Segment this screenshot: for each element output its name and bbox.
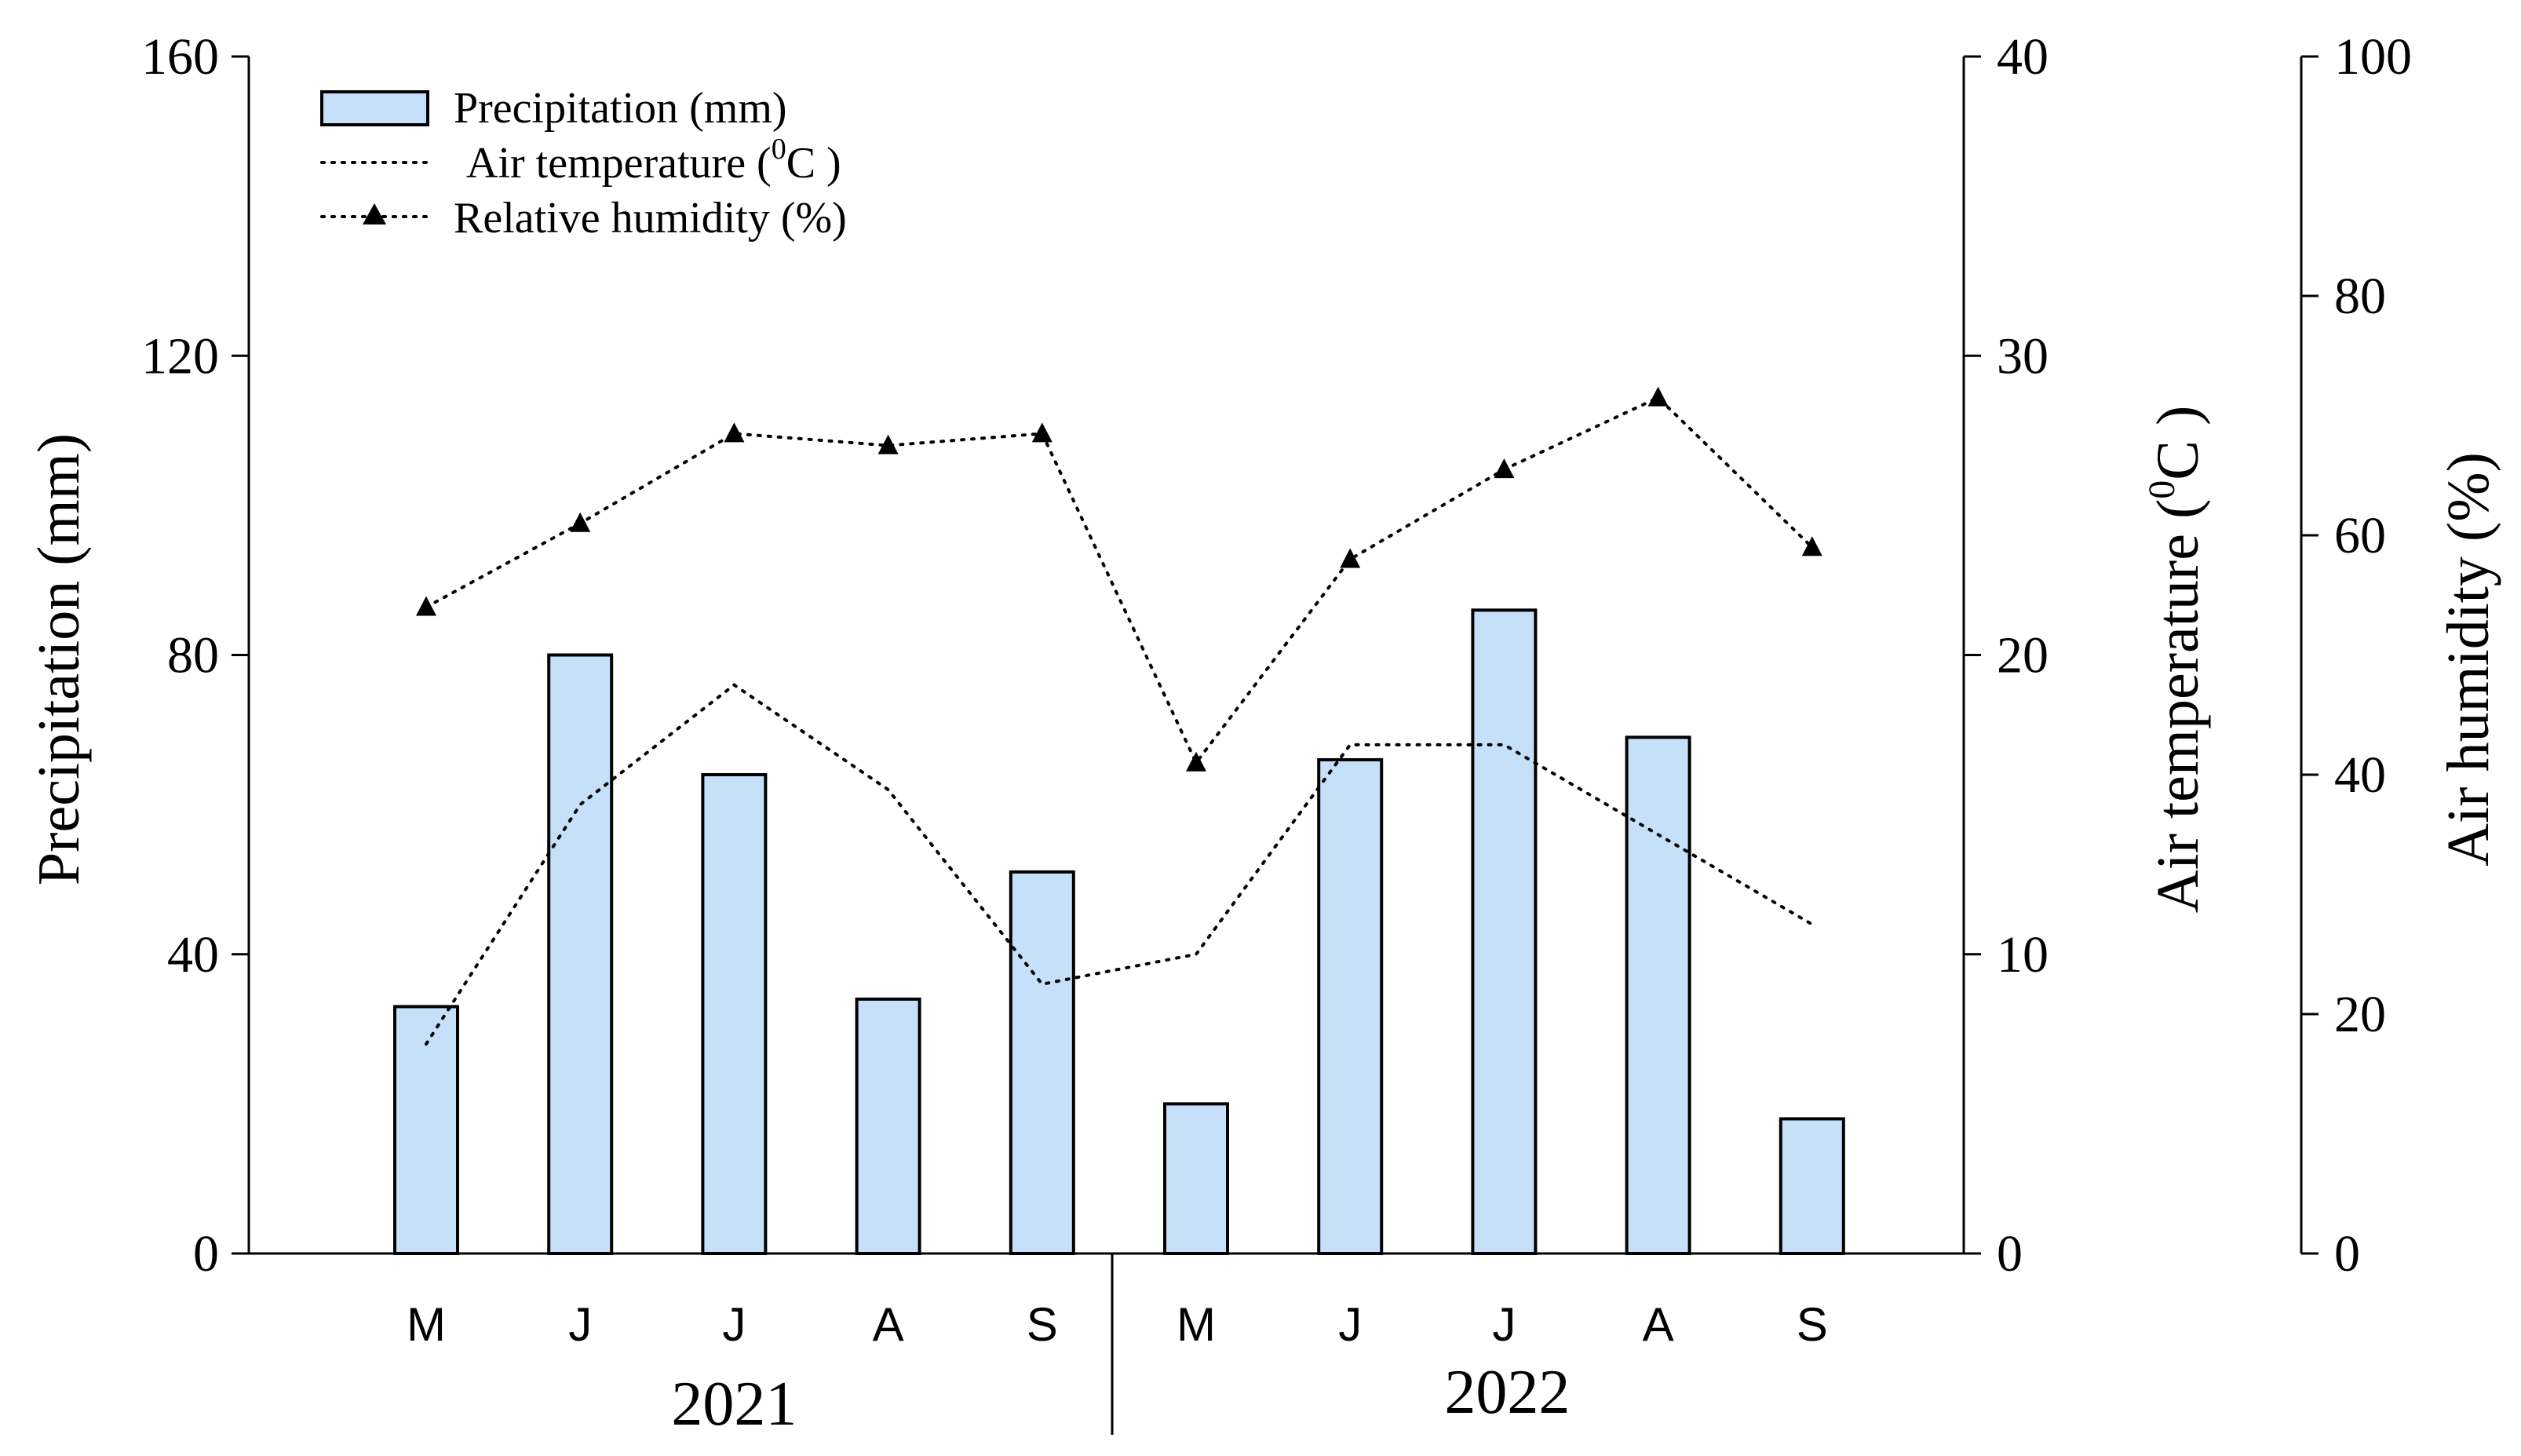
temperature-axis-title-prefix: Air temperature (	[2145, 499, 2211, 914]
temperature-tick-label: 0	[1997, 1225, 2023, 1283]
precipitation-bar	[547, 653, 614, 1255]
left-tick-label: 80	[167, 627, 219, 684]
humidity-axis-ticks: 0 20 40 60 80 100	[2301, 28, 2412, 1283]
left-tick-label: 40	[167, 926, 219, 983]
year-label: 2021	[671, 1370, 797, 1439]
precipitation-bar	[855, 997, 921, 1255]
precipitation-bar	[1471, 608, 1538, 1255]
humidity-marker	[1186, 751, 1206, 772]
temperature-tick-label: 40	[1997, 28, 2049, 86]
temperature-axis-ticks: 0 10 20 30 40	[1964, 28, 2049, 1283]
humidity-marker	[1647, 386, 1669, 407]
humidity-tick-label: 40	[2334, 746, 2386, 804]
left-axis-ticks: 0 40 80 120 160	[141, 28, 249, 1283]
precipitation-bar	[393, 1005, 459, 1255]
legend-temp-suffix: C )	[786, 139, 841, 188]
precipitation-bar	[1009, 870, 1075, 1255]
legend-humidity-marker	[363, 203, 386, 224]
humidity-tick-label: 60	[2334, 507, 2386, 564]
month-label: J	[1338, 1298, 1362, 1351]
precipitation-bar	[701, 773, 768, 1255]
humidity-marker	[1801, 536, 1822, 556]
humidity-marker	[570, 512, 591, 532]
humidity-tick-label: 100	[2334, 28, 2412, 86]
humidity-marker	[1031, 422, 1053, 443]
year-labels: 2021 2022	[671, 1358, 1570, 1439]
humidity-line	[425, 396, 1814, 766]
humidity-marker	[724, 422, 745, 443]
left-tick-label: 160	[141, 28, 219, 86]
temperature-axis-title-suffix: C )	[2145, 406, 2211, 480]
humidity-series	[416, 386, 1822, 772]
legend-temp-sup: 0	[772, 133, 786, 166]
legend-humidity-label: Relative humidity (%)	[454, 194, 847, 243]
month-label: A	[873, 1298, 904, 1351]
legend-temp-label: Air temperature (0C )	[466, 133, 841, 188]
left-tick-label: 0	[193, 1225, 219, 1283]
humidity-axis-title: Air humidity (%)	[2435, 452, 2501, 867]
legend-precip-swatch	[320, 90, 429, 126]
month-label: M	[1177, 1298, 1216, 1351]
precipitation-bar	[1163, 1102, 1229, 1255]
humidity-tick-label: 80	[2334, 268, 2386, 325]
month-label: J	[1492, 1298, 1516, 1351]
temperature-axis-title: Air temperature (0C )	[2141, 406, 2211, 914]
temperature-axis-title-sup: 0	[2141, 480, 2183, 499]
humidity-tick-label: 20	[2334, 986, 2386, 1043]
temperature-series	[425, 683, 1814, 1046]
month-label: J	[722, 1298, 746, 1351]
humidity-marker	[1340, 548, 1361, 568]
left-tick-label: 120	[141, 327, 219, 385]
month-label: S	[1797, 1298, 1828, 1351]
month-label: S	[1027, 1298, 1058, 1351]
legend: Precipitation (mm) Air temperature (0C )…	[320, 84, 847, 243]
month-label: A	[1643, 1298, 1674, 1351]
precipitation-bar	[1625, 735, 1691, 1255]
temperature-tick-label: 30	[1997, 327, 2049, 385]
year-label: 2022	[1444, 1358, 1570, 1427]
humidity-tick-label: 0	[2334, 1225, 2360, 1283]
legend-temp-prefix: Air temperature (	[466, 139, 772, 188]
precipitation-bar	[1779, 1117, 1845, 1255]
temperature-tick-label: 20	[1997, 627, 2049, 684]
humidity-marker	[877, 434, 899, 454]
legend-precip-label: Precipitation (mm)	[454, 84, 787, 133]
month-label: J	[568, 1298, 592, 1351]
temperature-tick-label: 10	[1997, 926, 2049, 983]
temperature-line	[425, 683, 1814, 1046]
humidity-marker	[1494, 458, 1515, 479]
humidity-marker	[416, 596, 436, 616]
precipitation-bar	[1317, 757, 1384, 1255]
month-label: M	[407, 1298, 446, 1351]
left-axis-title: Precipitation (mm)	[26, 433, 92, 885]
precipitation-bars	[393, 608, 1845, 1255]
